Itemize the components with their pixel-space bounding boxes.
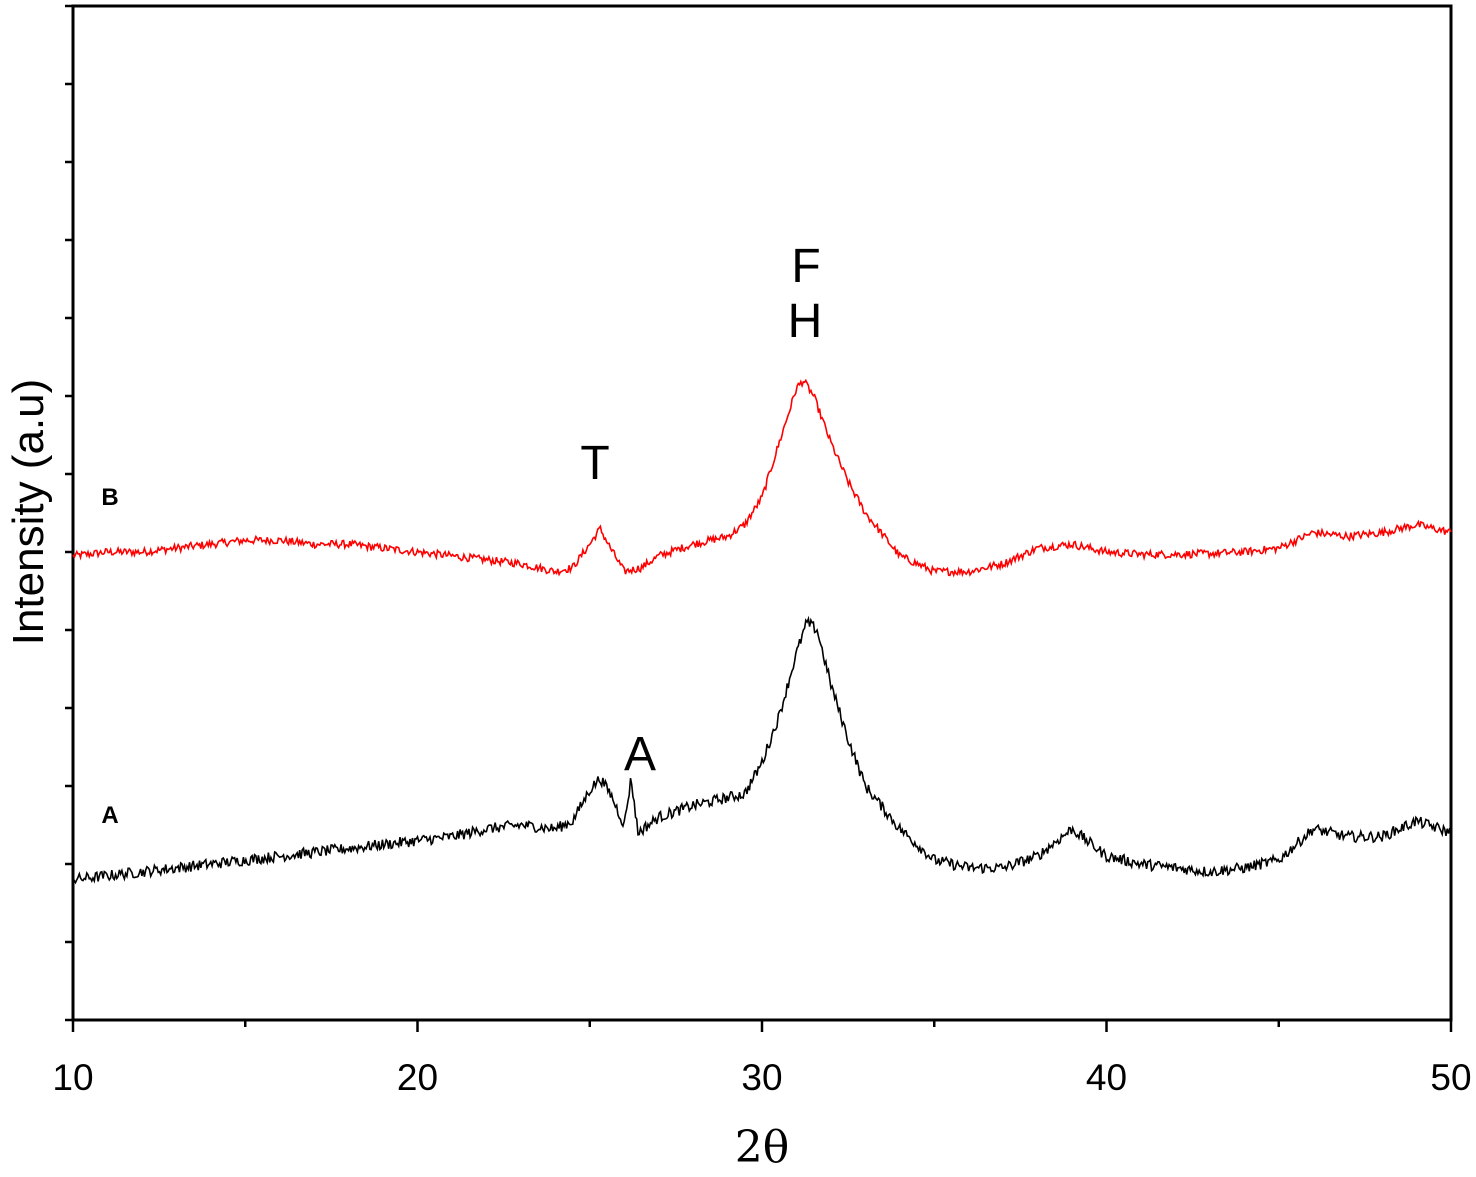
peak-label-a: A bbox=[624, 728, 656, 781]
series-b-label: B bbox=[101, 484, 118, 511]
x-tick-label: 10 bbox=[52, 1057, 93, 1098]
series-a-label: A bbox=[101, 802, 118, 829]
x-tick-label: 20 bbox=[397, 1057, 438, 1098]
x-axis-title: 2θ bbox=[735, 1122, 789, 1173]
series-b-line bbox=[72, 378, 1452, 578]
series-a-line bbox=[72, 615, 1452, 885]
x-tick-label: 30 bbox=[741, 1057, 782, 1098]
peak-label-f: F bbox=[791, 240, 820, 293]
x-tick-label: 50 bbox=[1430, 1057, 1471, 1098]
x-axis-tick-labels: 10 20 30 40 50 bbox=[52, 1057, 1471, 1098]
x-tick-label: 40 bbox=[1086, 1057, 1127, 1098]
y-axis-ticks bbox=[65, 4, 73, 1022]
peak-label-t: T bbox=[580, 437, 609, 490]
peak-label-h: H bbox=[788, 295, 823, 348]
x-axis-ticks bbox=[71, 1020, 1453, 1032]
y-axis-title: Intensity (a.u) bbox=[4, 379, 53, 646]
